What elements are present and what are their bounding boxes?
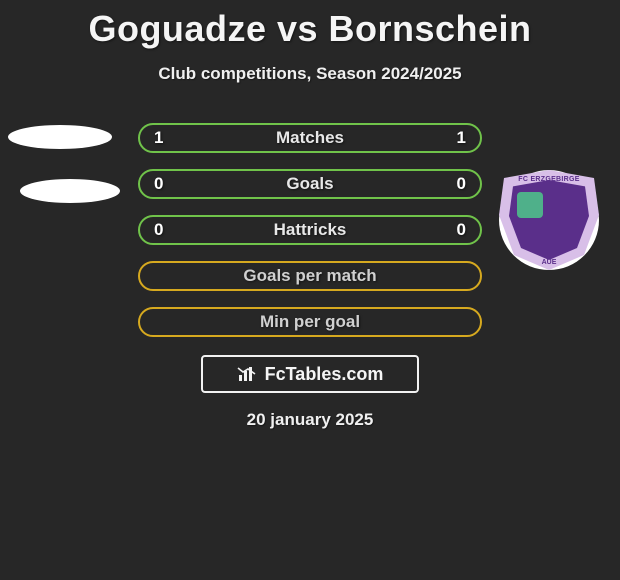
stat-label: Goals per match bbox=[174, 266, 446, 286]
stat-left-value: 0 bbox=[154, 174, 174, 194]
stat-label: Min per goal bbox=[174, 312, 446, 332]
stat-row: 1Matches1 bbox=[138, 123, 482, 153]
stat-label: Matches bbox=[174, 128, 446, 148]
page-subtitle: Club competitions, Season 2024/2025 bbox=[0, 64, 620, 84]
stat-label: Goals bbox=[174, 174, 446, 194]
stat-row: Goals per match bbox=[138, 261, 482, 291]
stat-label: Hattricks bbox=[174, 220, 446, 240]
brand-text: FcTables.com bbox=[265, 364, 384, 385]
date-label: 20 january 2025 bbox=[0, 410, 620, 430]
stat-right-value: 0 bbox=[446, 220, 466, 240]
stat-left-value: 1 bbox=[154, 128, 174, 148]
stat-row: 0Goals0 bbox=[138, 169, 482, 199]
stat-left-value: 0 bbox=[154, 220, 174, 240]
player-left-ellipse-1 bbox=[8, 125, 112, 149]
crest-bottom-text: AUE bbox=[499, 259, 599, 266]
stat-row: Min per goal bbox=[138, 307, 482, 337]
player-left-ellipse-2 bbox=[20, 179, 120, 203]
stat-row: 0Hattricks0 bbox=[138, 215, 482, 245]
chart-bar-icon bbox=[237, 365, 259, 383]
brand-badge: FcTables.com bbox=[201, 355, 419, 393]
player-right-badge: FC ERZGEBIRGE AUE bbox=[499, 170, 599, 270]
page-title: Goguadze vs Bornschein bbox=[0, 0, 620, 50]
stat-right-value: 1 bbox=[446, 128, 466, 148]
stat-right-value: 0 bbox=[446, 174, 466, 194]
